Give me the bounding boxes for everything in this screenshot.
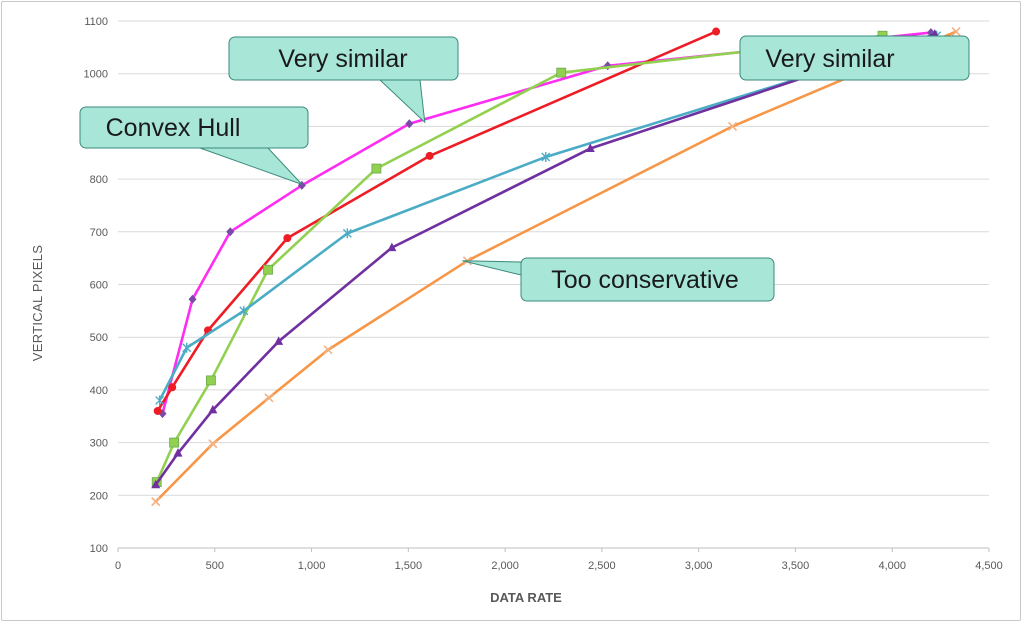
data-point — [188, 294, 197, 304]
data-point — [168, 383, 177, 392]
y-tick-label: 600 — [90, 280, 108, 292]
data-point — [951, 26, 961, 37]
data-point — [206, 375, 216, 386]
data-point — [541, 151, 551, 162]
y-axis-ticks: 10020030040050060070080090010001100 — [84, 16, 108, 555]
y-tick-label: 700 — [90, 227, 108, 239]
data-point — [387, 242, 397, 252]
x-tick-label: 500 — [206, 560, 224, 572]
data-point — [283, 234, 292, 243]
series-line-4 — [158, 34, 938, 402]
callout-box — [79, 106, 309, 149]
callout-4: Too conservative — [462, 257, 775, 302]
data-point — [727, 121, 738, 131]
callout-label: Convex Hull — [106, 114, 241, 142]
callout-3: Very similar — [739, 35, 970, 81]
callout-box — [228, 36, 459, 81]
data-point — [182, 342, 192, 353]
y-tick-label: 300 — [90, 438, 108, 450]
data-point — [173, 448, 183, 457]
x-tick-label: 3,000 — [685, 560, 713, 572]
data-point — [263, 264, 273, 275]
data-point — [425, 151, 434, 160]
data-point — [208, 439, 218, 449]
data-point — [371, 163, 382, 174]
data-point — [274, 336, 284, 345]
callout-label: Very similar — [278, 45, 407, 73]
callout-label: Very similar — [765, 45, 894, 73]
data-point — [153, 406, 162, 415]
data-point — [556, 67, 567, 78]
x-tick-label: 1,000 — [298, 560, 326, 572]
y-axis-title: VERTICAL PIXELS — [30, 245, 45, 362]
callout-box — [520, 257, 775, 302]
callout-pointer — [378, 79, 426, 124]
data-point — [264, 393, 274, 403]
x-tick-label: 3,500 — [782, 560, 810, 572]
y-tick-label: 1000 — [84, 69, 108, 81]
data-point — [169, 437, 180, 448]
x-tick-label: 2,000 — [491, 560, 519, 572]
data-point — [151, 497, 161, 507]
data-point — [155, 395, 165, 406]
x-axis-title: DATA RATE — [490, 590, 562, 605]
y-tick-label: 100 — [90, 543, 108, 555]
x-axis-ticks: 0 500 1,000 1,500 2,000 2,500 3,000 3,500 4,000 4… — [115, 548, 1003, 572]
data-point — [226, 227, 235, 237]
x-tick-label: 0 — [115, 560, 121, 572]
y-tick-label: 200 — [90, 490, 108, 502]
x-tick-label: 4,000 — [878, 560, 906, 572]
callout-label: Too conservative — [551, 266, 739, 294]
x-tick-label: 2,500 — [588, 560, 616, 572]
data-point — [208, 404, 218, 414]
x-tick-label: 1,500 — [395, 560, 423, 572]
y-tick-label: 800 — [90, 174, 108, 186]
x-tick-label: 4,500 — [975, 560, 1003, 572]
y-tick-label: 500 — [90, 332, 108, 344]
callout-1: Very similar — [228, 36, 459, 124]
data-point — [342, 228, 352, 239]
data-point — [151, 479, 161, 489]
callout-pointer — [462, 260, 522, 276]
y-tick-label: 1100 — [84, 16, 108, 28]
y-tick-label: 400 — [90, 385, 108, 397]
callout-2: Convex Hull — [79, 106, 309, 185]
data-point — [405, 119, 414, 129]
callouts: Very similar Convex Hull Very similar Too c… — [79, 35, 970, 302]
series-group — [151, 26, 961, 507]
data-point — [239, 305, 249, 316]
data-point — [585, 143, 595, 153]
data-point — [323, 345, 333, 355]
callout-box — [739, 35, 970, 81]
data-point — [712, 27, 721, 36]
series-line-3 — [155, 34, 883, 483]
series-line-2 — [156, 30, 717, 412]
